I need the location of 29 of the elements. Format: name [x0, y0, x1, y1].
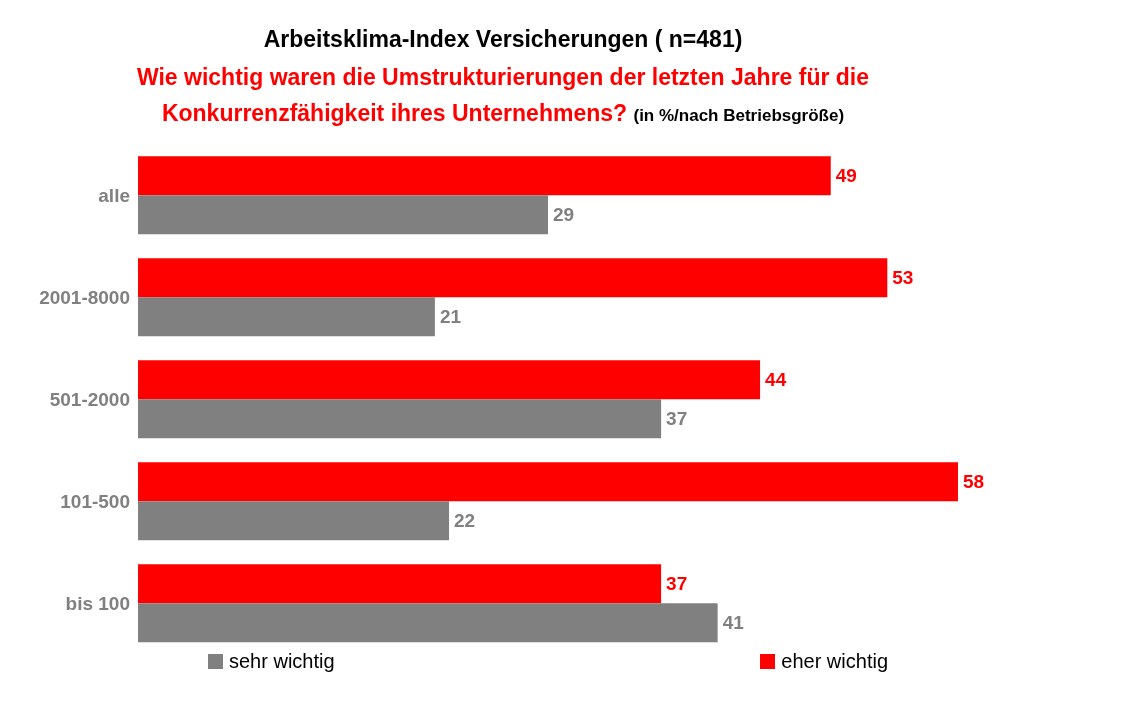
data-label: 58: [963, 471, 985, 493]
data-label: 53: [892, 267, 914, 289]
bar: [138, 501, 450, 541]
data-label: 41: [722, 612, 745, 634]
bar: [138, 195, 548, 235]
y-tick-label: 501-2000: [49, 388, 130, 410]
bar: [138, 156, 831, 196]
y-tick-label: 2001-8000: [39, 286, 130, 308]
y-tick-label: 101-500: [60, 490, 130, 512]
bar: [138, 399, 662, 439]
bar: [138, 564, 662, 604]
bar: [138, 297, 435, 337]
data-label: 29: [553, 204, 575, 226]
legend-label: sehr wichtig: [228, 650, 335, 673]
data-label: 44: [765, 369, 787, 391]
data-label: 37: [666, 573, 688, 595]
data-label: 21: [439, 306, 462, 328]
y-tick-label: bis 100: [65, 592, 130, 614]
chart-title: Arbeitsklima-Index Versicherungen ( n=481): [262, 26, 744, 53]
data-label: 22: [454, 510, 476, 532]
bar: [138, 462, 958, 502]
data-label: 37: [666, 408, 688, 430]
text: (in %/nach Betriebsgröße): [633, 106, 845, 125]
bar: [138, 258, 888, 298]
bar: [138, 603, 718, 643]
data-label: 49: [835, 165, 857, 187]
y-tick-label: alle: [98, 184, 130, 206]
bar: [138, 360, 761, 400]
legend-label: eher wichtig: [780, 650, 888, 673]
